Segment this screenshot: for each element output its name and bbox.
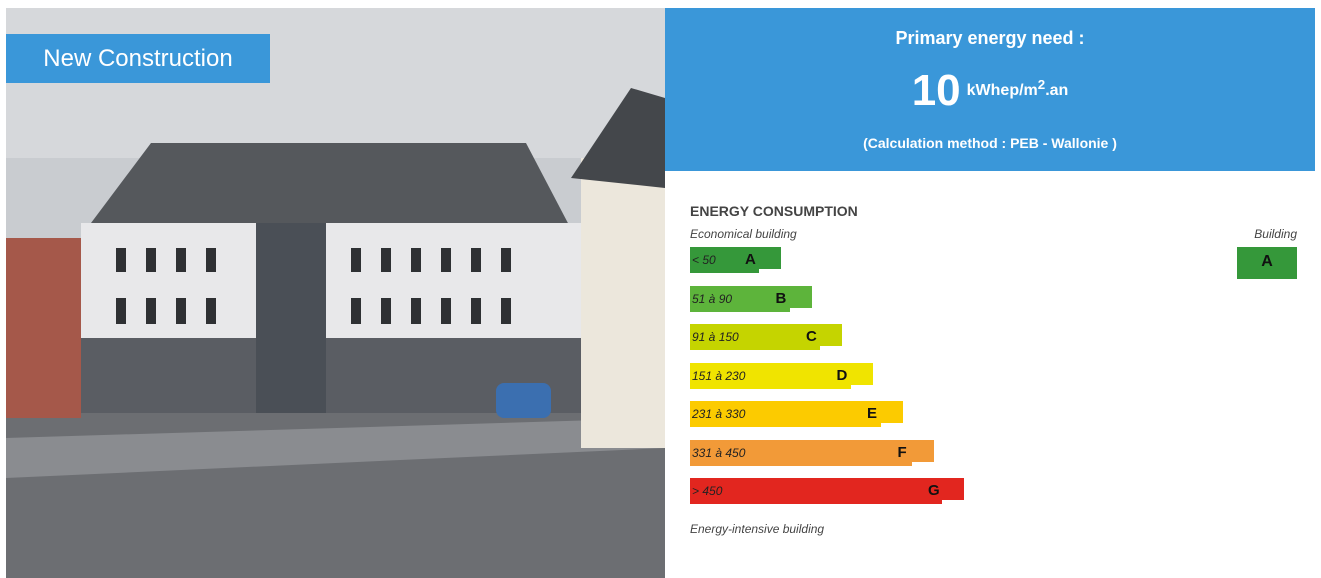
class-bar: < 50 A xyxy=(690,247,759,273)
calculation-method: (Calculation method : PEB - Wallonie ) xyxy=(665,135,1315,151)
class-range: 91 à 150 xyxy=(692,330,739,344)
building-heading: Building xyxy=(1254,227,1297,241)
class-bar: 151 à 230 D xyxy=(690,363,851,389)
energy-unit: kWhep/m xyxy=(967,82,1038,99)
class-range: > 450 xyxy=(692,484,722,498)
class-bar-tip xyxy=(881,401,903,423)
class-letter: G xyxy=(928,482,940,499)
class-range: < 50 xyxy=(692,253,716,267)
class-range: 51 à 90 xyxy=(692,292,732,306)
class-range: 231 à 330 xyxy=(692,407,745,421)
class-bar-tip xyxy=(759,247,781,269)
class-letter: D xyxy=(837,367,848,384)
building-photo xyxy=(6,8,665,578)
label-title: ENERGY CONSUMPTION xyxy=(690,203,858,219)
top-note: Economical building xyxy=(690,227,797,241)
construction-badge: New Construction xyxy=(6,34,270,83)
energy-unit-suffix: .an xyxy=(1045,82,1068,99)
energy-value: 10 xyxy=(912,66,961,115)
class-letter: F xyxy=(898,444,907,461)
class-letter: B xyxy=(776,290,787,307)
class-bar-tip xyxy=(790,286,812,308)
class-bar: 51 à 90 B xyxy=(690,286,790,312)
class-range: 331 à 450 xyxy=(692,446,745,460)
class-bar-tip xyxy=(942,478,964,500)
class-range: 151 à 230 xyxy=(692,369,745,383)
summary-title: Primary energy need : xyxy=(665,28,1315,49)
class-bar: 231 à 330 E xyxy=(690,401,881,427)
page: New Construction Primary energy need : 1… xyxy=(0,0,1321,578)
class-bar-tip xyxy=(912,440,934,462)
class-bar: 91 à 150 C xyxy=(690,324,820,350)
class-letter: A xyxy=(745,251,756,268)
class-bar-tip xyxy=(820,324,842,346)
class-letter: C xyxy=(806,328,817,345)
bottom-note: Energy-intensive building xyxy=(690,522,824,536)
class-bar: > 450 G xyxy=(690,478,942,504)
class-letter: E xyxy=(867,405,877,422)
building-class: A xyxy=(1237,247,1297,279)
class-bar-tip xyxy=(851,363,873,385)
class-bar: 331 à 450 F xyxy=(690,440,912,466)
